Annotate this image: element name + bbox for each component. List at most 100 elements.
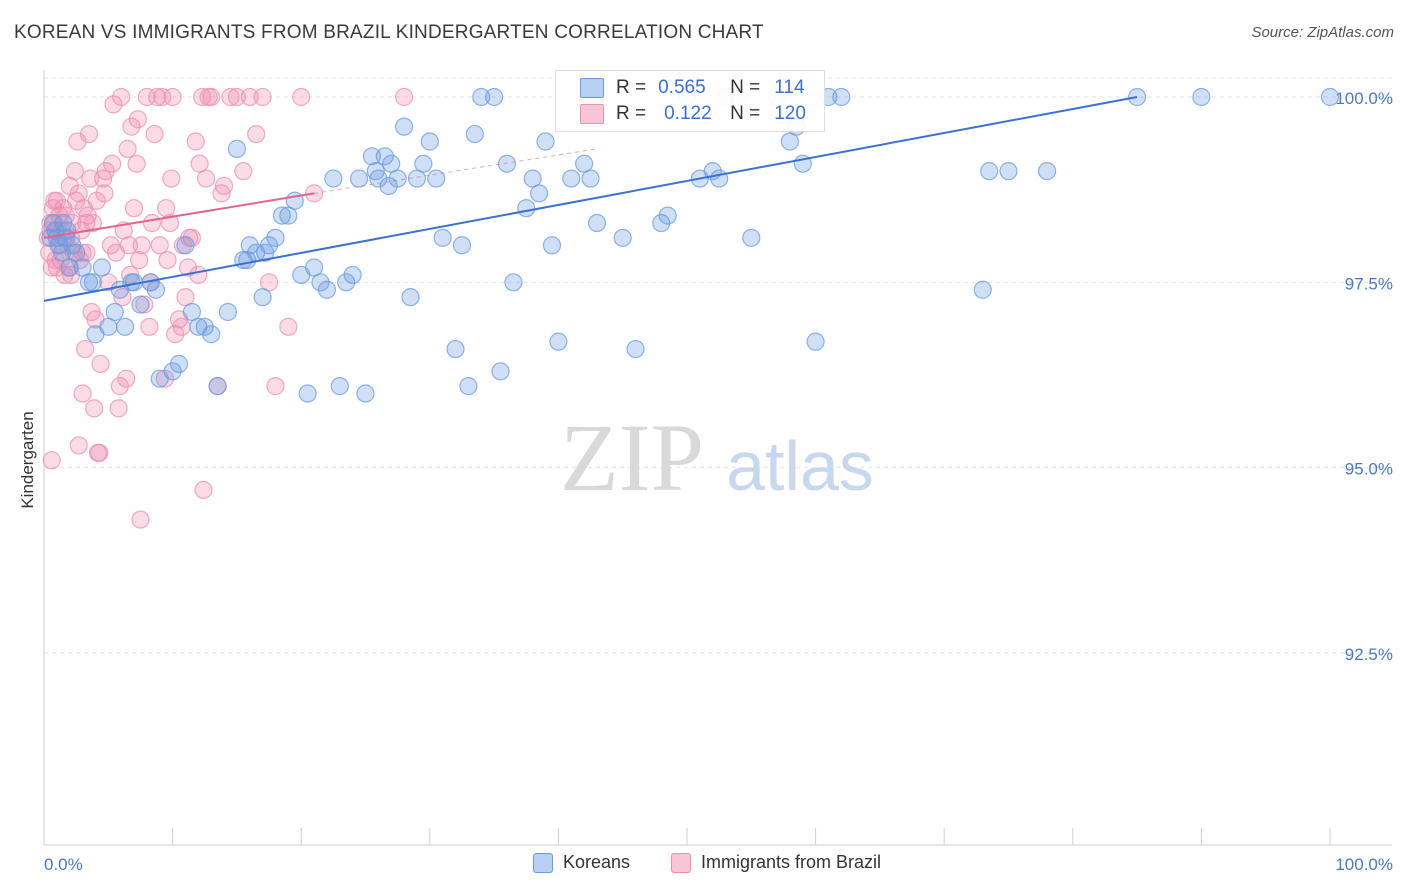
- brazil-point: [95, 184, 114, 203]
- korean-point: [549, 332, 568, 351]
- korean-point: [581, 169, 600, 188]
- korean-point: [115, 317, 135, 336]
- korean-point: [491, 362, 510, 381]
- korean-point: [43, 213, 63, 233]
- korean-point: [433, 228, 452, 247]
- brazil-point: [142, 213, 162, 233]
- korean-point: [337, 273, 356, 292]
- brazil-point: [83, 213, 102, 233]
- korean-point: [414, 154, 433, 173]
- brazil-point: [85, 399, 104, 418]
- brazil-point: [137, 87, 156, 107]
- brazil-point: [117, 369, 136, 388]
- brazil-point: [96, 162, 115, 181]
- korean-point: [536, 132, 555, 151]
- korean-point: [1192, 87, 1211, 107]
- stats-swatch-koreans: [580, 78, 604, 98]
- series-koreans-points: [41, 87, 1340, 403]
- korean-point: [485, 87, 504, 107]
- brazil-point: [110, 377, 129, 396]
- legend-swatch-brazil: [671, 852, 691, 873]
- korean-point: [240, 236, 259, 255]
- brazil-point: [190, 154, 209, 173]
- korean-point: [613, 228, 632, 247]
- brazil-point: [162, 169, 181, 188]
- brazil-point: [104, 95, 123, 114]
- brazil-point: [186, 132, 205, 151]
- brazil-point: [240, 87, 259, 107]
- korean-point: [195, 317, 214, 336]
- stats-row-koreans: R = 0.565 N = 114: [556, 75, 805, 101]
- korean-point: [99, 317, 118, 336]
- brazil-point: [212, 184, 231, 203]
- korean-point: [452, 236, 472, 255]
- stats-row-brazil: R = 0.122 N = 120: [556, 101, 806, 127]
- brazil-point: [189, 265, 208, 285]
- brazil-point: [109, 399, 128, 418]
- korean-point: [169, 354, 189, 373]
- legend-item-brazil[interactable]: Immigrants from Brazil: [671, 852, 881, 873]
- brazil-point: [128, 110, 147, 129]
- watermark: ZIP atlas: [560, 404, 874, 511]
- stats-n-value-2: 120: [774, 103, 806, 124]
- legend-label-brazil: Immigrants from Brazil: [701, 852, 882, 872]
- korean-point: [238, 250, 257, 270]
- brazil-point: [124, 199, 144, 218]
- y-tick-label: 95.0%: [1345, 460, 1393, 479]
- korean-point: [330, 377, 349, 396]
- brazil-point: [279, 317, 298, 336]
- korean-point: [472, 87, 491, 107]
- brazil-point: [194, 480, 213, 500]
- brazil-point: [79, 124, 99, 144]
- brazil-point: [163, 87, 182, 107]
- korean-point: [626, 339, 645, 359]
- korean-point: [401, 288, 420, 307]
- korean-point: [710, 169, 729, 188]
- brazil-point: [394, 87, 414, 107]
- korean-point: [298, 384, 317, 403]
- chart-title: KOREAN VS IMMIGRANTS FROM BRAZIL KINDERG…: [14, 22, 764, 43]
- korean-point: [317, 280, 337, 299]
- korean-point: [504, 273, 523, 292]
- korean-point: [517, 199, 536, 218]
- korean-point: [311, 273, 330, 292]
- korean-point: [366, 162, 385, 181]
- brazil-point: [135, 295, 154, 314]
- korean-point: [999, 162, 1018, 181]
- stats-swatch-brazil: [580, 104, 604, 124]
- x-tick-label-min: 0.0%: [44, 855, 83, 874]
- brazil-point: [202, 87, 221, 107]
- brazil-point: [46, 250, 65, 270]
- brazil-point: [150, 236, 169, 255]
- korean-point: [349, 169, 369, 188]
- brazil-point: [178, 258, 198, 277]
- brazil-point: [91, 354, 110, 373]
- korean-point: [980, 162, 999, 181]
- brazil-point: [77, 243, 96, 262]
- korean-point: [227, 139, 246, 158]
- korean-point: [163, 362, 182, 381]
- trend-lines: [43, 96, 1138, 302]
- brazil-point: [157, 199, 176, 218]
- brazil-point: [118, 139, 137, 158]
- brazil-point: [166, 325, 185, 344]
- brazil-point: [131, 510, 150, 529]
- korean-point: [542, 236, 562, 255]
- stats-r-label-1: R =: [616, 77, 647, 98]
- brazil-point: [140, 317, 159, 336]
- brazil-point: [227, 87, 246, 107]
- korean-point: [742, 228, 761, 247]
- legend-swatch-koreans: [533, 852, 553, 873]
- brazil-point: [127, 154, 146, 173]
- tick-labels: 92.5% 95.0% 97.5% 100.0% 0.0% 100.0%: [44, 89, 1393, 874]
- y-tick-label: 100.0%: [1335, 89, 1393, 108]
- brazil-point: [76, 339, 95, 359]
- brazil-point: [42, 451, 61, 470]
- legend: Koreans Immigrants from Brazil: [0, 852, 1406, 876]
- trend-line-brazil: [43, 192, 315, 239]
- brazil-point: [172, 317, 191, 336]
- brazil-point: [292, 87, 311, 107]
- korean-point: [369, 169, 388, 188]
- legend-item-koreans[interactable]: Koreans: [533, 852, 630, 873]
- brazil-point: [122, 117, 141, 136]
